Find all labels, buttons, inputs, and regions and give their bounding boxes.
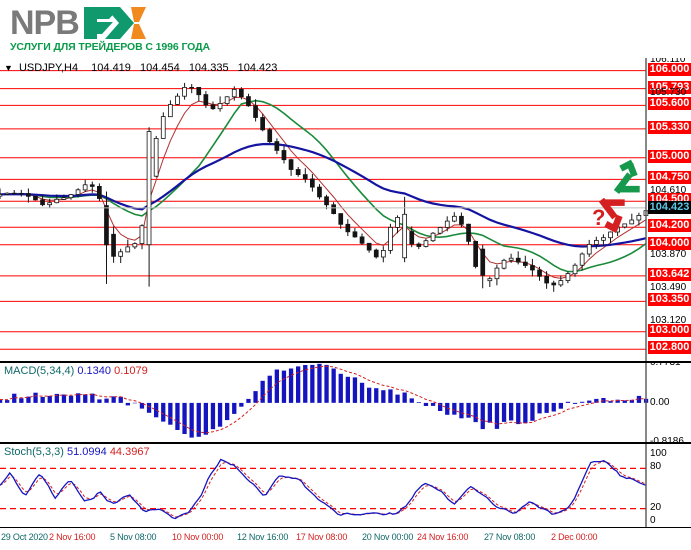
svg-text:NPB: NPB <box>10 4 79 42</box>
